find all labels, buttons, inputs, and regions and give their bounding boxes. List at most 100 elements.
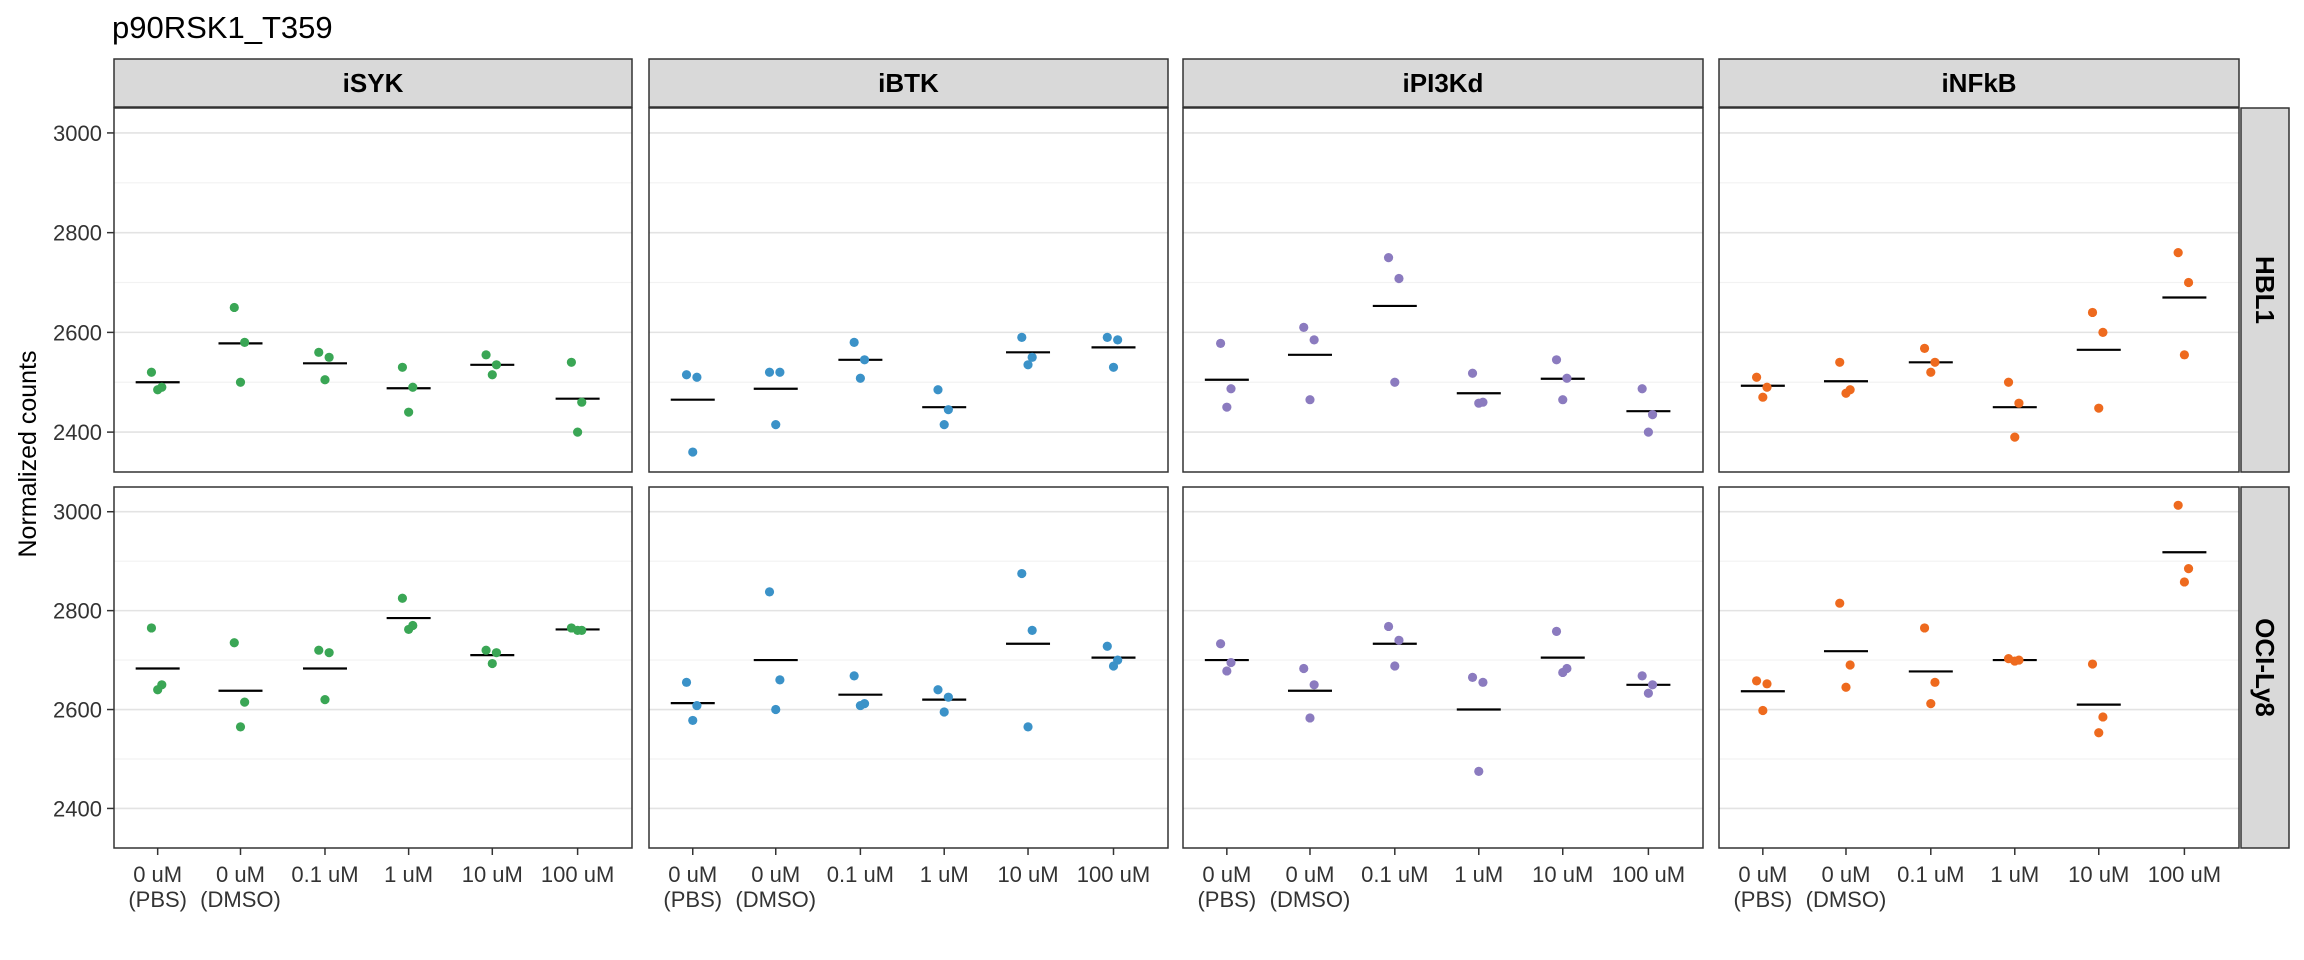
data-point [2179, 577, 2189, 587]
x-tick-label: 0.1 uM [1897, 862, 1964, 887]
data-point [1919, 343, 1930, 353]
x-tick-label: 1 uM [920, 862, 969, 887]
data-point [1390, 661, 1400, 671]
x-tick-label: 0 uM [751, 862, 800, 887]
data-point [1637, 671, 1647, 681]
column-strip-3 [1718, 58, 2240, 108]
data-point [1762, 382, 1772, 392]
data-point [314, 347, 324, 357]
x-tick-sublabel: (DMSO) [1270, 887, 1351, 912]
data-point [566, 357, 576, 367]
data-point [1305, 395, 1315, 405]
row-strip-label: HBL1 [2250, 256, 2280, 324]
x-tick-sublabel: (DMSO) [735, 887, 816, 912]
y-tick-label: 2400 [53, 420, 102, 445]
data-point [314, 645, 324, 655]
data-point [229, 638, 239, 648]
data-point [1027, 625, 1037, 636]
data-point [487, 370, 497, 380]
data-point [1108, 661, 1119, 671]
data-point [1551, 355, 1562, 365]
x-tick-label: 1 uM [384, 862, 433, 887]
data-point [320, 375, 330, 385]
facet-panels: iSYK iBTK iPI3Kd iNFkB HBL1 OCI-Ly8 2400 2600 28… [53, 58, 2290, 912]
data-point [1919, 623, 1930, 633]
data-point [764, 367, 775, 377]
data-point [1113, 335, 1123, 345]
data-point [1926, 367, 1936, 377]
data-point [2173, 248, 2183, 258]
column-strip-label: iBTK [878, 68, 939, 98]
data-point [146, 623, 157, 633]
data-point [1467, 672, 1478, 682]
facet-panel [648, 107, 1169, 473]
data-point [146, 367, 157, 377]
data-point [692, 700, 702, 711]
y-axis-title: Normalized counts [14, 350, 42, 557]
data-point [775, 675, 785, 685]
data-point [397, 593, 408, 603]
data-point [859, 355, 870, 365]
data-point [2173, 500, 2183, 510]
x-tick-label: 10 uM [997, 862, 1058, 887]
data-point [849, 337, 859, 347]
data-point [2010, 656, 2020, 666]
panel-border [1718, 107, 2240, 473]
data-point [320, 695, 330, 705]
x-tick-label: 0 uM [133, 862, 182, 887]
data-point [1017, 332, 1027, 342]
column-strip-label: iPI3Kd [1403, 68, 1484, 98]
x-tick-label: 0 uM [1202, 862, 1251, 887]
data-point [1841, 388, 1851, 398]
data-point [1751, 676, 1762, 686]
data-point [491, 648, 502, 658]
data-point [2087, 307, 2098, 318]
x-tick-sublabel: (PBS) [663, 887, 722, 912]
data-point [240, 697, 250, 707]
data-point [1845, 660, 1855, 670]
data-point [2087, 659, 2098, 669]
data-point [1299, 322, 1309, 332]
data-point [2098, 712, 2108, 722]
data-point [1930, 677, 1940, 687]
data-point [1762, 679, 1772, 689]
facet-panel: 0 uM(PBS)0 uM(DMSO)0.1 uM 1 uM 10 uM 100 uM [648, 486, 1169, 912]
data-point [229, 302, 239, 313]
x-tick-label: 0 uM [1286, 862, 1335, 887]
data-point [855, 700, 865, 711]
data-point [943, 692, 953, 702]
panel-border [1718, 486, 2240, 849]
data-point [1643, 427, 1653, 437]
panel-border [1182, 486, 1704, 849]
data-point [2003, 377, 2014, 387]
data-point [943, 405, 953, 415]
data-point [235, 722, 246, 732]
x-tick-label: 0 uM [1738, 862, 1787, 887]
data-point [235, 377, 246, 387]
y-tick-label: 3000 [53, 121, 102, 146]
data-point [933, 385, 943, 395]
row-strip-0 [2240, 107, 2290, 473]
column-strip-0 [113, 58, 633, 108]
y-tick-label: 3000 [53, 500, 102, 525]
data-point [1023, 360, 1033, 370]
x-tick-label: 0.1 uM [291, 862, 358, 887]
data-point [240, 337, 250, 347]
data-point [1027, 352, 1037, 362]
data-point [681, 677, 692, 687]
data-point [397, 362, 408, 372]
data-point [1474, 398, 1484, 408]
x-tick-label: 1 uM [1454, 862, 1503, 887]
data-point [1390, 377, 1400, 387]
data-point [408, 382, 418, 392]
data-point [688, 447, 698, 457]
data-point [1647, 410, 1658, 420]
data-point [1102, 641, 1112, 651]
data-point [481, 350, 491, 360]
data-point [1222, 666, 1232, 676]
panel-border [113, 486, 633, 849]
data-point [2098, 327, 2108, 337]
data-point [1467, 368, 1478, 378]
y-tick-label: 2600 [53, 698, 102, 723]
